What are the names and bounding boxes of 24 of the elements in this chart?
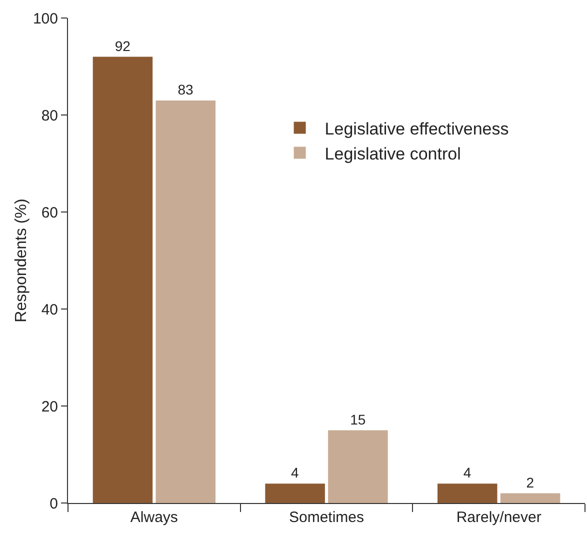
bar — [92, 56, 153, 503]
data-label: 4 — [291, 464, 300, 481]
y-tick-label: 100 — [32, 10, 58, 28]
y-tick-label: 0 — [50, 495, 58, 512]
y-axis-title: Respondents (%) — [13, 198, 30, 322]
bar — [265, 484, 325, 503]
y-tick-label: 60 — [41, 204, 58, 222]
y-tick-label: 40 — [41, 301, 58, 318]
x-tick-label: Always — [130, 509, 178, 526]
bar — [500, 493, 560, 503]
legend-label: Legislative control — [324, 144, 461, 164]
y-tick-label: 80 — [41, 107, 58, 124]
data-label: 15 — [350, 411, 366, 428]
data-label: 4 — [463, 464, 472, 481]
data-label: 83 — [178, 81, 194, 98]
bar — [438, 484, 498, 503]
bar — [328, 430, 388, 503]
bar — [156, 100, 216, 503]
x-tick-label: Rarely/never — [456, 509, 542, 526]
data-label: 2 — [526, 474, 534, 490]
x-tick-label: Sometimes — [288, 509, 364, 526]
data-label: 92 — [114, 38, 131, 54]
legend-label: Legislative effectiveness — [324, 119, 509, 138]
y-tick-label: 20 — [41, 398, 58, 416]
